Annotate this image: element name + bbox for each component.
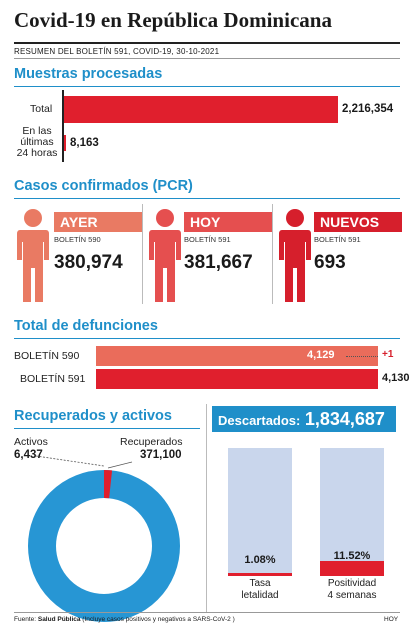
casos-card-nuevos: NUEVOS BOLETÍN 591 693 (276, 204, 402, 308)
card-value: 380,974 (54, 252, 123, 273)
muestras-recent-value: 8,163 (70, 137, 99, 149)
card-value: 381,667 (184, 252, 253, 273)
card-boletin: BOLETÍN 591 (184, 235, 231, 244)
casos-heading: Casos confirmados (PCR) (14, 178, 193, 194)
letalidad-value: 1.08% (244, 554, 276, 566)
muestras-recent-bar (64, 135, 66, 151)
title-divider (14, 42, 400, 44)
letalidad-bar-track: 1.08% (228, 448, 292, 576)
card-boletin: BOLETÍN 591 (314, 235, 361, 244)
defunciones-row-label: BOLETÍN 590 (14, 350, 80, 362)
page-subtitle: RESUMEN DEL BOLETÍN 591, COVID-19, 30-10… (14, 47, 220, 56)
recuperados-heading: Recuperados y activos (14, 408, 172, 424)
footer-source: Fuente: Salud Pública (Incluye casos pos… (14, 616, 235, 623)
letalidad-label: Tasa letalidad (241, 578, 279, 601)
muestras-recent-label: En las últimas 24 horas (16, 125, 58, 159)
card-value: 693 (314, 252, 346, 273)
recuperados-value: 371,100 (140, 449, 182, 461)
muestras-axis (62, 90, 64, 162)
donut-activos-slice (28, 470, 180, 622)
panel-divider (206, 404, 207, 612)
muestras-total-value: 2,216,354 (342, 103, 394, 115)
defunciones-delta-leader (346, 356, 378, 357)
casos-divider (14, 198, 400, 199)
muestras-heading: Muestras procesadas (14, 66, 163, 82)
descartados-value: 1,834,687 (304, 409, 385, 429)
defunciones-row-label: BOLETÍN 591 (20, 373, 86, 385)
card-tag: AYER (54, 212, 142, 232)
person-icon (149, 209, 181, 302)
footer-credit: HOY (384, 616, 399, 623)
recuperados-divider (14, 428, 200, 429)
card-separator-1 (142, 204, 143, 304)
positividad-label: Positividad 4 semanas (327, 578, 377, 601)
defunciones-value-591: 4,130 (382, 372, 410, 384)
muestras-total-label: Total (30, 103, 53, 115)
card-tag: NUEVOS (314, 212, 402, 232)
recuperados-label: Recuperados (120, 436, 183, 448)
donut-leader-lines (35, 455, 133, 469)
defunciones-bar-590 (96, 346, 378, 366)
activos-label: Activos (14, 436, 48, 448)
person-icon (17, 209, 49, 302)
muestras-divider (14, 86, 400, 87)
muestras-total-bar (64, 96, 338, 123)
card-separator-2 (272, 204, 273, 304)
person-icon (279, 209, 311, 302)
card-boletin: BOLETÍN 590 (54, 235, 101, 244)
card-tag: HOY (184, 212, 272, 232)
defunciones-heading: Total de defunciones (14, 318, 158, 334)
casos-card-hoy: HOY BOLETÍN 591 381,667 (146, 204, 272, 308)
positividad-bar-track: 11.52% (320, 448, 384, 576)
defunciones-bar-591 (96, 369, 378, 389)
subtitle-divider (14, 58, 400, 59)
donut-recuperados-slice (28, 470, 180, 622)
descartados-label: Descartados: (218, 413, 301, 428)
defunciones-divider (14, 338, 400, 339)
positividad-bar-fill (320, 561, 384, 576)
defunciones-delta: +1 (382, 349, 394, 360)
footer-divider (14, 612, 400, 613)
activos-value: 6,437 (14, 449, 43, 461)
casos-card-ayer: AYER BOLETÍN 590 380,974 (14, 204, 142, 308)
defunciones-value-590: 4,129 (307, 349, 335, 361)
page-title: Covid-19 en República Dominicana (14, 8, 332, 32)
letalidad-bar-fill (228, 573, 292, 576)
descartados-banner: Descartados: 1,834,687 (212, 406, 396, 432)
recuperados-donut-chart (28, 470, 180, 622)
positividad-value: 11.52% (333, 550, 371, 562)
